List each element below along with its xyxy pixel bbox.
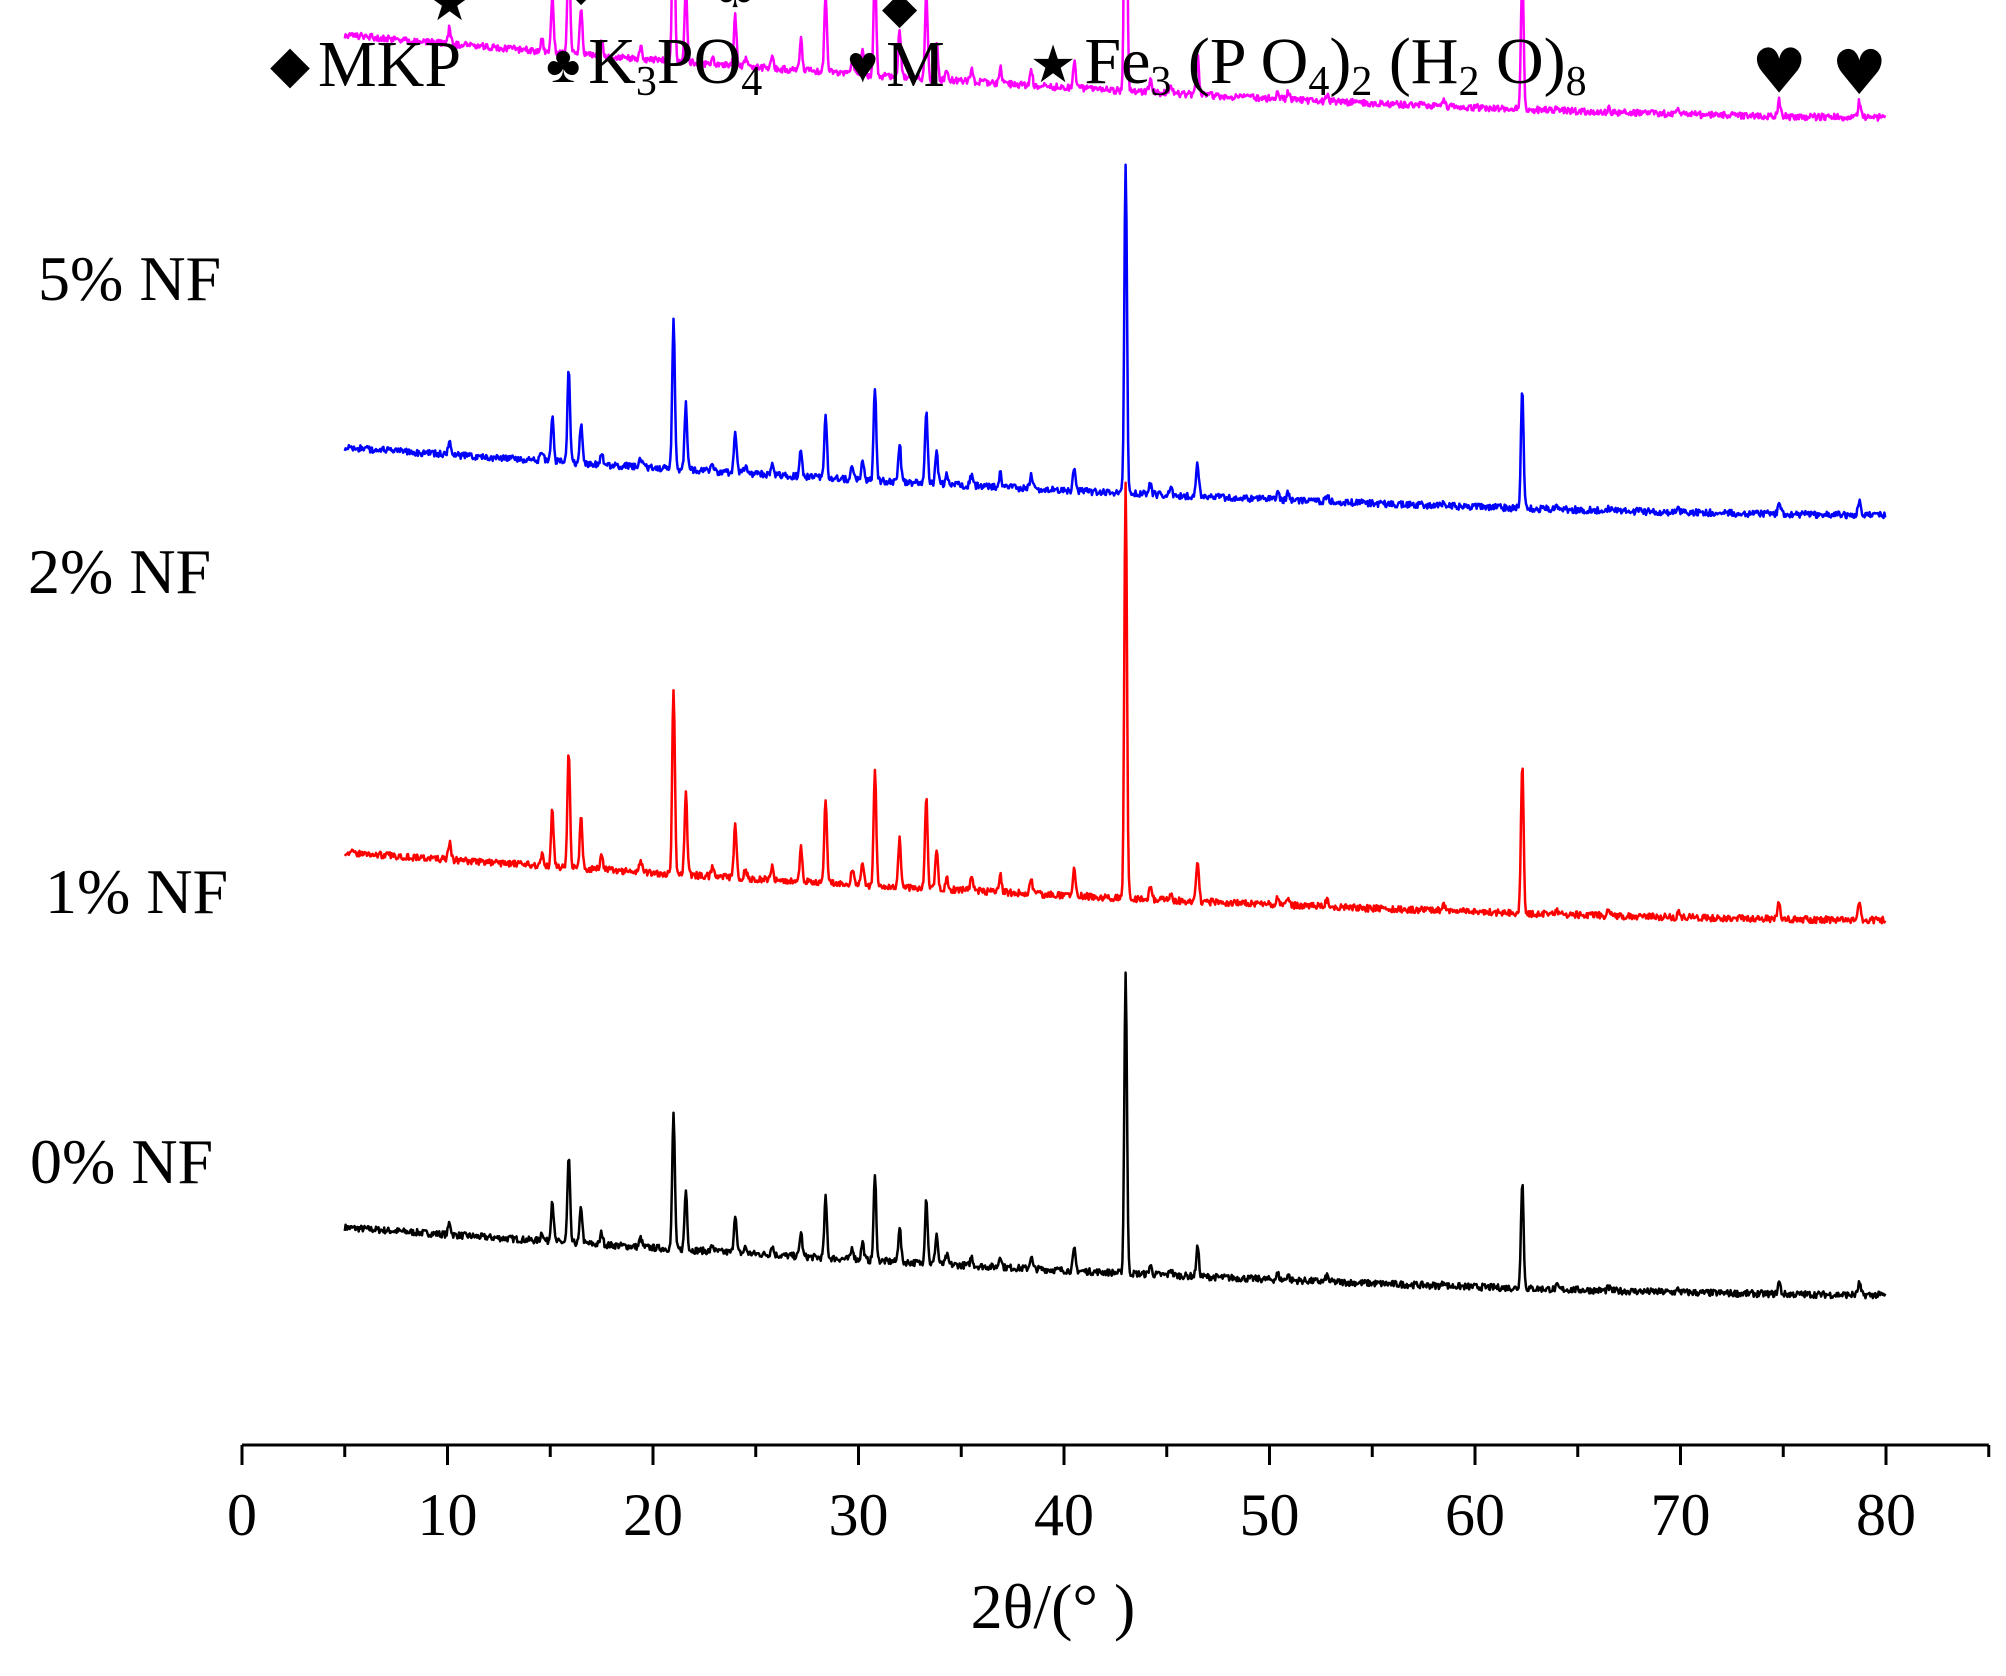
- legend-item-fe-phosphate: ★ Fe3 (P O4)2 (H2 O)8: [1030, 24, 1587, 106]
- x-axis: 0 10 20 30 40 50 60 70 80: [227, 1443, 1991, 1548]
- series-label-0pct: 0% NF: [30, 1126, 214, 1197]
- club-icon: ♣: [546, 36, 581, 94]
- series-label-2pct: 2% NF: [28, 536, 212, 607]
- x-tick-label: 10: [418, 1482, 478, 1548]
- x-tick-label: 70: [1651, 1482, 1711, 1548]
- legend-label-fe-phosphate: Fe3 (P O4)2 (H2 O)8: [1084, 25, 1587, 105]
- star-marker: ★: [426, 0, 473, 33]
- legend-item-m: ♥ M: [847, 27, 945, 103]
- x-tick-label: 0: [227, 1482, 257, 1548]
- star-icon: ★: [1029, 37, 1077, 94]
- heart-marker: ♥: [1751, 35, 1807, 108]
- series-label-1pct: 1% NF: [45, 856, 229, 927]
- legend-label-k3po4: K3PO4: [588, 25, 763, 105]
- x-axis-title: 2θ/(° ): [0, 1570, 2006, 1644]
- x-tick-label: 60: [1445, 1482, 1505, 1548]
- legend-label-mkp: MKP: [318, 28, 462, 101]
- legend: ◆ MKP ♣ K3PO4 ♥ M ★ Fe3 (P O4)2 (H2 O)8: [270, 10, 1672, 120]
- legend-label-m: M: [886, 28, 945, 101]
- legend-item-k3po4: ♣ K3PO4: [546, 24, 762, 106]
- x-axis-title-text: 2θ/(° ): [970, 1571, 1136, 1642]
- peak-markers: ★◆◆◆◆◆♣♣◆◆♥♥♥♥: [426, 0, 1887, 109]
- x-tick-label: 40: [1034, 1482, 1094, 1548]
- diamond-icon: ◆: [270, 37, 310, 94]
- series-line-5-nf: [343, 0, 1887, 122]
- club-marker: ♣: [713, 0, 758, 19]
- series-line-0-nf: [343, 971, 1887, 1300]
- series-line-2-nf: [343, 163, 1887, 520]
- x-tick-label: 80: [1856, 1482, 1916, 1548]
- heart-icon: ♥: [847, 36, 879, 94]
- diamond-marker: ◆: [882, 0, 918, 33]
- legend-item-mkp: ◆ MKP: [270, 27, 461, 103]
- series-group: [343, 0, 1887, 1300]
- series-label-5pct: 5% NF: [38, 243, 222, 314]
- heart-marker: ♥: [1831, 36, 1887, 109]
- x-tick-label: 50: [1240, 1482, 1300, 1548]
- x-tick-label: 30: [829, 1482, 889, 1548]
- series-line-1-nf: [343, 481, 1887, 925]
- diamond-marker: ◆: [563, 0, 599, 10]
- x-tick-label: 20: [623, 1482, 683, 1548]
